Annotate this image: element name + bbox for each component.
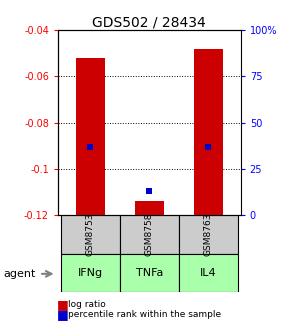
Bar <box>61 215 120 254</box>
Text: ■: ■ <box>57 308 68 321</box>
Bar <box>120 215 179 254</box>
Text: log ratio: log ratio <box>68 300 106 308</box>
Text: ■: ■ <box>57 298 68 310</box>
Text: GSM8753: GSM8753 <box>86 213 95 256</box>
Text: GSM8758: GSM8758 <box>145 213 154 256</box>
Bar <box>135 201 164 215</box>
Bar <box>61 254 120 292</box>
Bar <box>193 49 223 215</box>
Bar <box>120 254 179 292</box>
Title: GDS502 / 28434: GDS502 / 28434 <box>93 15 206 29</box>
Text: TNFa: TNFa <box>136 268 163 278</box>
Text: agent: agent <box>3 269 35 279</box>
Bar <box>179 254 238 292</box>
Bar <box>76 58 105 215</box>
Text: percentile rank within the sample: percentile rank within the sample <box>68 310 221 319</box>
Text: IL4: IL4 <box>200 268 217 278</box>
Bar <box>179 215 238 254</box>
Text: GSM8763: GSM8763 <box>204 213 213 256</box>
Text: IFNg: IFNg <box>78 268 103 278</box>
